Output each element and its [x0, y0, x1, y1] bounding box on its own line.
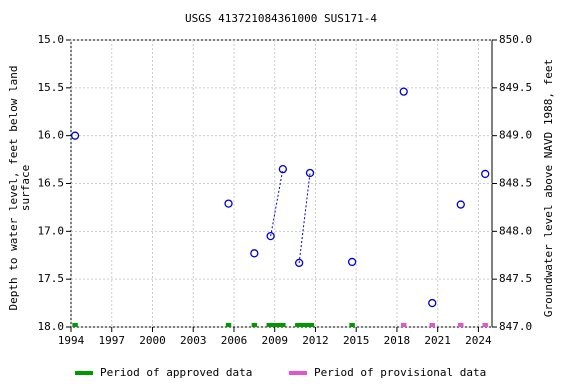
data-point [481, 169, 490, 179]
y2-tick-label: 850.0 [499, 33, 532, 46]
x-tick-label: 2012 [302, 334, 329, 347]
period-bar [266, 323, 286, 327]
period-bar [458, 323, 464, 327]
x-tick-label: 1994 [58, 334, 85, 347]
y-tick-label: 16.5 [38, 177, 65, 190]
period-bar [72, 323, 78, 327]
x-tick-label: 2009 [261, 334, 288, 347]
y-tick-label: 17.5 [38, 272, 65, 285]
data-point [278, 164, 288, 174]
period-bar [429, 323, 435, 327]
y-tick-label: 18.0 [38, 320, 65, 333]
y-tick-label: 15.5 [38, 81, 65, 94]
period-bar [251, 323, 258, 327]
data-point [399, 87, 408, 96]
y2-tick-label: 849.0 [499, 129, 532, 142]
y2-tick-label: 848.0 [499, 224, 532, 237]
data-point [266, 231, 275, 241]
y2-tick-label: 849.5 [499, 81, 532, 94]
period-bar [349, 323, 355, 327]
y2-tick-label: 848.5 [499, 177, 532, 190]
chart-title: USGS 413721084361000 SUS171-4 [185, 12, 377, 25]
x-tick-label: 1997 [98, 334, 125, 347]
data-point [70, 131, 80, 140]
x-tick-label: 2018 [384, 334, 411, 347]
data-point [347, 257, 357, 267]
connector-line [298, 172, 311, 263]
data-point [250, 249, 259, 258]
period-bar [225, 323, 232, 327]
y2-tick-label: 847.0 [499, 320, 532, 333]
y2-axis-label: Groundwater level above NAVD 1988, feet [542, 59, 555, 317]
connector-line [270, 169, 284, 237]
x-tick-label: 2003 [180, 334, 207, 347]
x-tick-label: 2015 [343, 334, 370, 347]
y-axis-label: surface [19, 165, 32, 211]
x-tick-label: 2024 [465, 334, 492, 347]
period-bar [401, 323, 407, 327]
x-tick-label: 2006 [221, 334, 248, 347]
y-axis-label: Depth to water level, feet below land [7, 65, 20, 310]
data-point [224, 199, 233, 208]
y-tick-label: 17.0 [38, 224, 65, 237]
x-tick-label: 2000 [139, 334, 166, 347]
data-point [295, 258, 304, 268]
data-point [305, 168, 315, 178]
y-tick-label: 16.0 [38, 129, 65, 142]
data-point [428, 298, 437, 308]
y2-tick-label: 847.5 [499, 272, 532, 285]
data-point [456, 200, 465, 209]
x-tick-label: 2021 [424, 334, 451, 347]
period-bar [482, 323, 488, 327]
legend-label: Period of approved data [100, 366, 252, 379]
period-bar [295, 323, 315, 327]
legend-label: Period of provisional data [314, 366, 486, 379]
y-tick-label: 15.0 [38, 33, 65, 46]
